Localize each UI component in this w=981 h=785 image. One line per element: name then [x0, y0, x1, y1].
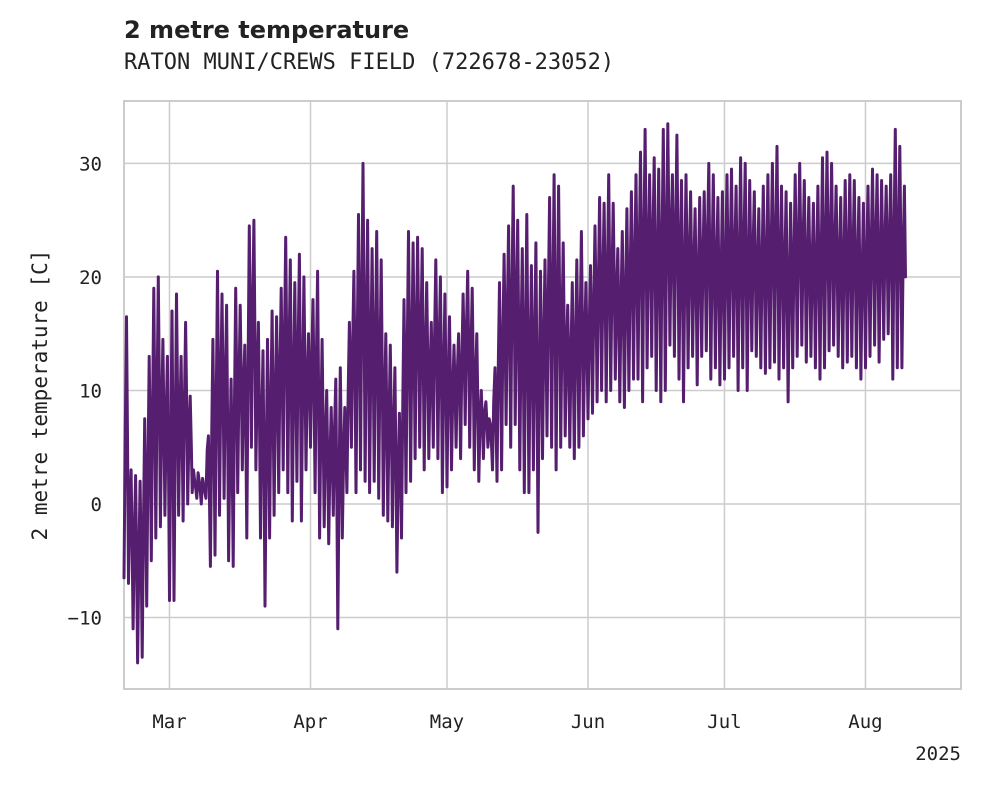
y-tick-label: 20: [79, 267, 102, 289]
y-tick-label: 10: [79, 380, 102, 402]
y-axis-label: 2 metre temperature [C]: [28, 250, 52, 541]
x-year-label: 2025: [915, 743, 961, 765]
plot-frame: [123, 100, 962, 690]
x-tick-label: Aug: [848, 711, 882, 733]
chart-subtitle: RATON MUNI/CREWS FIELD (722678-23052): [124, 50, 615, 75]
temperature-series-line: [122, 122, 907, 665]
x-tick-label: Mar: [152, 711, 186, 733]
x-tick-label: Jun: [571, 711, 605, 733]
x-tick-label: Apr: [293, 711, 327, 733]
y-tick-label: 0: [91, 494, 102, 516]
series-marks: [122, 122, 907, 665]
y-tick-label: 30: [79, 153, 102, 175]
x-tick-label: May: [430, 711, 464, 733]
chart-title: 2 metre temperature: [124, 16, 410, 44]
x-tick-label: Jul: [707, 711, 741, 733]
y-tick-label: −10: [68, 607, 102, 629]
tick-labels: −10 0 10 20 30 Mar Apr May Jun Jul Aug: [68, 153, 883, 733]
